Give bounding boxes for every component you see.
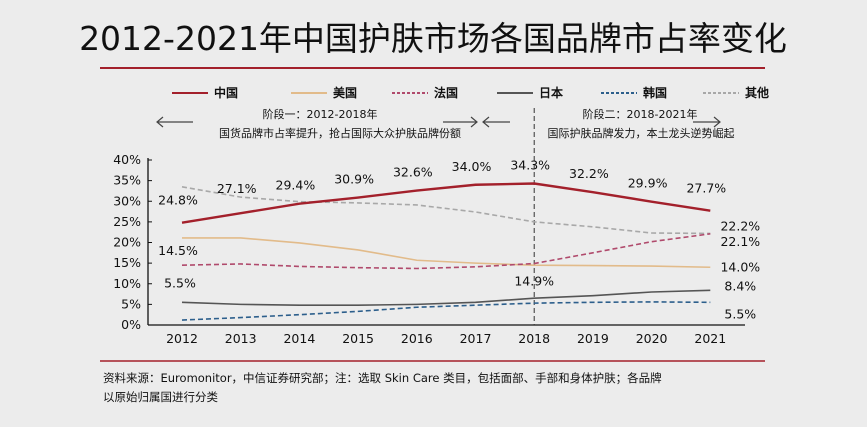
- legend-label: 美国: [333, 85, 357, 100]
- series-line-其他: [181, 186, 711, 235]
- data-label: 8.4%: [724, 278, 756, 293]
- series-line-日本: [181, 289, 711, 307]
- data-label: 24.8%: [158, 193, 198, 208]
- data-label: 34.0%: [452, 159, 492, 174]
- data-label: 34.3%: [510, 158, 550, 173]
- y-tick-label: 5%: [121, 296, 141, 311]
- x-tick-label: 2012: [166, 331, 198, 346]
- stage1-title: 阶段一：2012-2018年: [263, 107, 378, 121]
- data-label: 32.6%: [393, 165, 433, 180]
- x-tick-label: 2018: [518, 331, 550, 346]
- data-label: 5.5%: [724, 306, 756, 321]
- source-note-line1: 资料来源：Euromonitor，中信证券研究部；注：选取 Skin Care …: [103, 371, 662, 385]
- y-tick-label: 15%: [113, 255, 141, 270]
- legend-label: 其他: [745, 85, 769, 100]
- series-line-美国: [182, 237, 711, 269]
- data-labels: 24.8% 27.1% 29.4% 30.9% 32.6% 34.0% 34.3% 32.2%…: [158, 158, 760, 322]
- series-line-法国: [181, 233, 711, 270]
- y-tick-label: 35%: [113, 173, 141, 188]
- data-label: 22.2%: [720, 218, 760, 233]
- legend-label: 法国: [434, 85, 458, 100]
- y-tick-label: 30%: [113, 193, 141, 208]
- x-tick-label: 2014: [283, 331, 315, 346]
- axes: 0% 5% 10% 15% 20% 25% 30% 35% 40% 2012 2013 2014 201…: [113, 108, 745, 346]
- data-label: 30.9%: [334, 172, 374, 187]
- source-note-line2: 以原始归属国进行分类: [103, 390, 218, 404]
- x-tick-label: 2019: [577, 331, 609, 346]
- x-tick-label: 2015: [342, 331, 374, 346]
- data-label: 32.2%: [569, 166, 609, 181]
- series-line-中国: [181, 182, 711, 224]
- legend-label: 日本: [539, 85, 563, 100]
- x-tick-label: 2017: [460, 331, 492, 346]
- arrow-right-icon: [693, 116, 721, 128]
- stage2-desc: 国际护肤品牌发力，本土龙头逆势崛起: [548, 126, 735, 140]
- data-label: 27.1%: [217, 181, 257, 196]
- series-line-韩国: [181, 301, 711, 321]
- data-label: 29.9%: [628, 176, 668, 191]
- y-tick-label: 25%: [113, 214, 141, 229]
- data-label: 14.5%: [158, 243, 198, 258]
- arrow-left-icon: [482, 116, 510, 128]
- y-tick-label: 10%: [113, 276, 141, 291]
- data-label: 5.5%: [164, 275, 196, 290]
- stage2-title: 阶段二：2018-2021年: [583, 107, 698, 121]
- x-tick-label: 2016: [401, 331, 433, 346]
- data-label: 22.1%: [720, 234, 760, 249]
- data-label: 14.0%: [720, 259, 760, 274]
- stage1-desc: 国货品牌市占率提升，抢占国际大众护肤品牌份额: [219, 126, 461, 140]
- arrow-right-icon: [443, 116, 478, 128]
- legend-label: 中国: [214, 85, 238, 100]
- annotations: 阶段一：2012-2018年 国货品牌市占率提升，抢占国际大众护肤品牌份额 阶段…: [156, 107, 735, 140]
- legend-label: 韩国: [643, 85, 667, 100]
- arrow-left-icon: [156, 116, 193, 128]
- data-label: 29.4%: [276, 178, 316, 193]
- y-tick-label: 0%: [121, 317, 141, 332]
- chart-title: 2012-2021年中国护肤市场各国品牌市占率变化: [79, 19, 787, 58]
- legend: 中国 美国 法国 日本 韩国 其他: [172, 85, 769, 100]
- x-tick-label: 2021: [694, 331, 726, 346]
- x-tick-label: 2013: [225, 331, 257, 346]
- series-lines: [181, 182, 711, 321]
- data-label: 27.7%: [686, 181, 726, 196]
- y-tick-label: 40%: [113, 152, 141, 167]
- x-tick-label: 2020: [636, 331, 668, 346]
- y-tick-label: 20%: [113, 235, 141, 250]
- data-label: 14.9%: [514, 274, 554, 289]
